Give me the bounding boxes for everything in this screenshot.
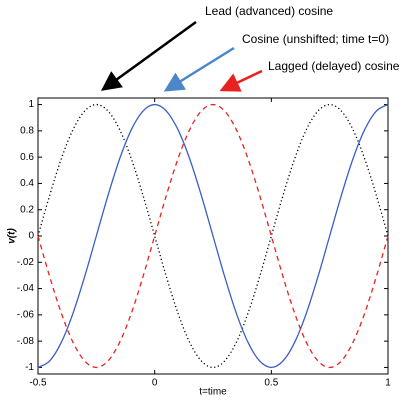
y-tick-label: -1 (25, 362, 34, 373)
annotation: Lagged (delayed) cosine (268, 59, 400, 73)
y-tick-label: 0.4 (20, 178, 34, 189)
x-tick-label: 0 (152, 378, 158, 389)
annotation: Lead (advanced) cosine (205, 4, 333, 18)
y-tick-label: 0.6 (20, 152, 34, 163)
y-tick-label: -.08 (17, 336, 35, 347)
line-series (37, 103, 389, 369)
arrow (100, 20, 197, 91)
y-tick-label: -.06 (17, 309, 35, 320)
y-tick-label: 1 (28, 99, 34, 110)
y-tick-label: -.02 (17, 257, 35, 268)
y-tick-label: 0.2 (20, 204, 34, 215)
arrow (219, 69, 263, 92)
annotation: Cosine (unshifted; time t=0) (242, 32, 389, 46)
y-axis-label: v(t) (7, 228, 18, 244)
y-tick-label: 0 (28, 231, 34, 242)
x-tick-label: 1 (385, 378, 391, 389)
x-tick-label: 0.5 (264, 378, 278, 389)
y-tick-label: 0.8 (20, 125, 34, 136)
y-tick-label: -.04 (17, 283, 35, 294)
x-axis-label: t=time (199, 387, 227, 398)
arrow (163, 46, 235, 92)
x-tick-label: -0.5 (29, 378, 47, 389)
line-series (37, 103, 389, 369)
